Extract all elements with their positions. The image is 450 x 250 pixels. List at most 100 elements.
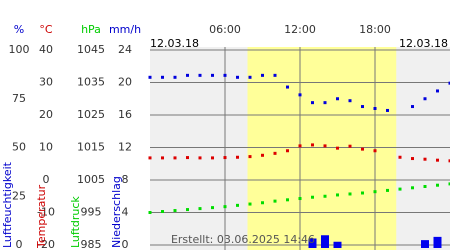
y-tick-label: 1015 <box>77 141 105 154</box>
precip-bar <box>333 241 342 248</box>
data-dot <box>248 202 252 206</box>
axis-unit: mm/h <box>109 23 141 36</box>
axis-label: Temperatur <box>35 184 48 249</box>
data-dot <box>336 146 339 150</box>
data-dot <box>436 89 439 93</box>
data-dot <box>286 85 289 89</box>
data-dot <box>198 73 202 77</box>
data-dot <box>298 144 302 148</box>
data-dot <box>411 186 414 190</box>
data-dot <box>298 93 302 97</box>
y-tick-label: 0 <box>43 173 50 186</box>
axis-label: Luftdruck <box>69 196 82 248</box>
data-dot <box>236 155 239 159</box>
y-tick-label: 0 <box>16 238 23 250</box>
axis-label: Luftfeuchtigkeit <box>1 161 14 248</box>
data-dot <box>373 190 377 194</box>
y-tick-label: 24 <box>118 43 132 56</box>
data-dot <box>361 191 364 195</box>
data-dot <box>311 101 314 105</box>
y-tick-label: 12 <box>118 141 132 154</box>
data-dot <box>348 99 352 103</box>
data-dot <box>186 208 189 212</box>
data-dot <box>223 73 227 77</box>
y-tick-label: 1005 <box>77 173 105 186</box>
data-dot <box>211 73 214 77</box>
data-dot <box>286 149 289 153</box>
data-dot <box>261 153 264 157</box>
data-dot <box>386 108 389 112</box>
data-dot <box>273 199 277 203</box>
y-tick-label: 16 <box>118 108 132 121</box>
axis-label: Niederschlag <box>110 176 123 248</box>
date-left: 12.03.18 <box>150 37 199 50</box>
data-dot <box>161 156 164 160</box>
data-dot <box>423 97 427 101</box>
precip-bar <box>308 238 317 248</box>
data-dot <box>448 159 450 163</box>
data-dot <box>198 156 202 160</box>
data-dot <box>173 156 177 160</box>
data-dot <box>286 198 289 202</box>
data-dot <box>161 210 164 214</box>
data-dot <box>336 97 339 101</box>
y-tick-label: 8 <box>122 173 129 186</box>
data-dot <box>361 105 364 109</box>
data-dot <box>423 185 427 188</box>
axis-unit: °C <box>39 23 53 36</box>
data-dot <box>273 151 277 155</box>
axis-unit: hPa <box>81 23 101 36</box>
data-dot <box>148 211 152 214</box>
data-dot <box>198 207 202 211</box>
data-dot <box>386 188 389 192</box>
data-dot <box>373 149 377 153</box>
data-dot <box>223 156 227 160</box>
daylight <box>247 47 397 250</box>
data-dot <box>323 194 327 198</box>
y-tick-label: 100 <box>9 43 30 56</box>
data-dot <box>448 182 450 186</box>
data-dot <box>148 156 152 160</box>
data-dot <box>336 193 339 197</box>
data-dot <box>311 195 314 199</box>
data-dot <box>211 206 214 210</box>
data-dot <box>186 73 189 77</box>
y-tick-label: -10 <box>37 206 55 219</box>
precip-bar <box>421 240 429 248</box>
data-dot <box>298 197 302 201</box>
y-tick-label: 10 <box>39 141 53 154</box>
y-tick-label: 995 <box>81 206 102 219</box>
precip-bar <box>433 236 442 248</box>
y-tick-label: 20 <box>118 76 132 89</box>
data-dot <box>186 156 189 160</box>
data-dot <box>173 209 177 213</box>
data-dot <box>411 105 414 109</box>
y-tick-label: 1025 <box>77 108 105 121</box>
data-dot <box>436 158 439 162</box>
data-dot <box>348 192 352 196</box>
date-right: 12.03.18 <box>399 37 448 50</box>
data-dot <box>248 75 252 79</box>
data-dot <box>223 205 227 209</box>
data-dot <box>398 187 402 191</box>
data-dot <box>448 81 450 85</box>
data-dot <box>311 143 314 147</box>
y-tick-label: 75 <box>12 92 26 105</box>
data-dot <box>161 75 164 79</box>
y-tick-label: 25 <box>12 189 26 202</box>
data-dot <box>236 203 239 207</box>
x-tick-label: 12:00 <box>284 23 316 36</box>
y-tick-label: 1045 <box>77 43 105 56</box>
data-dot <box>236 75 239 79</box>
x-tick-label: 18:00 <box>359 23 391 36</box>
y-tick-label: -20 <box>37 238 55 250</box>
axis-unit: % <box>14 23 24 36</box>
data-dot <box>323 144 327 148</box>
precip-bar <box>321 235 329 248</box>
data-dot <box>361 147 364 151</box>
x-tick-label: 06:00 <box>209 23 241 36</box>
y-tick-label: 0 <box>122 238 129 250</box>
y-tick-label: 20 <box>39 108 53 121</box>
footer: Erstellt: 03.06.2025 14:46 <box>171 233 315 246</box>
